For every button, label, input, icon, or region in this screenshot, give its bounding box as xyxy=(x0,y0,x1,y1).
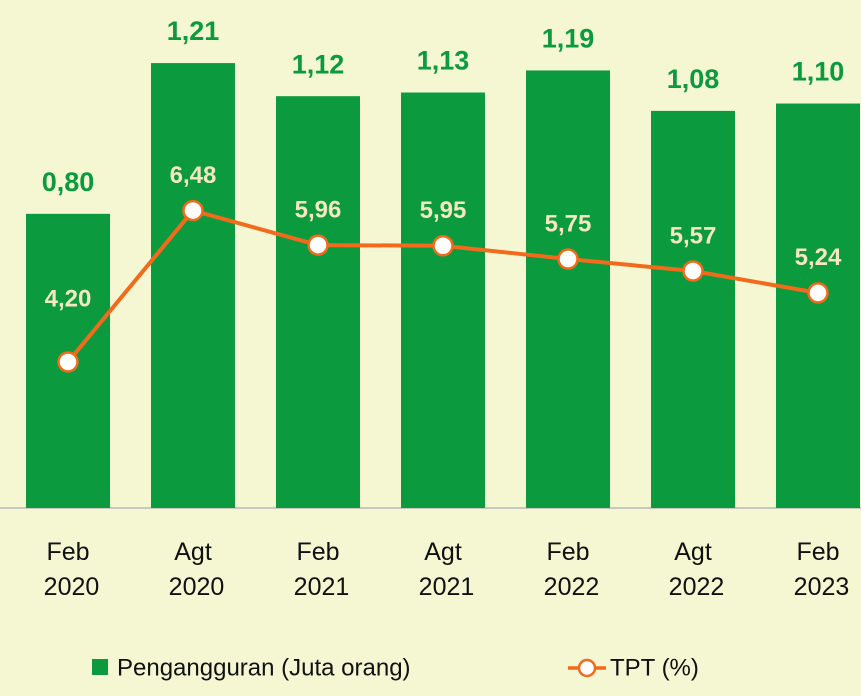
line-value-label: 5,96 xyxy=(295,196,342,223)
line-value-label: 5,95 xyxy=(420,197,467,224)
legend-marker xyxy=(577,658,597,678)
line-point xyxy=(682,260,704,282)
bar-value-label: 1,08 xyxy=(667,64,720,94)
bar-value-label: 1,10 xyxy=(792,57,845,87)
x-tick-label: Agt 2020 xyxy=(162,538,225,601)
line-point xyxy=(57,351,79,373)
x-tick-label: Feb 2023 xyxy=(787,538,850,601)
line-value-label: 5,57 xyxy=(670,222,717,249)
x-tick-label: Feb 2020 xyxy=(37,538,100,601)
line-point xyxy=(182,199,204,222)
bar xyxy=(651,110,735,509)
bar-value-label: 0,80 xyxy=(42,167,95,197)
bar xyxy=(776,103,860,509)
bar xyxy=(401,92,485,508)
line-point xyxy=(807,282,829,304)
bar-value-label: 1,12 xyxy=(292,49,345,79)
line-value-label: 4,20 xyxy=(45,285,92,312)
legend-label: Pengangguran (Juta orang) xyxy=(117,654,411,681)
x-tick-label: Feb 2022 xyxy=(537,538,600,601)
legend-label: TPT (%) xyxy=(610,654,699,681)
bar-value-label: 1,13 xyxy=(417,46,470,76)
bar-value-label: 1,19 xyxy=(542,24,595,54)
line-value-label: 6,48 xyxy=(170,162,217,189)
line-point xyxy=(307,234,329,256)
line-point xyxy=(557,248,579,270)
line-point xyxy=(432,235,454,257)
line-value-label: 5,75 xyxy=(545,210,592,237)
line-value-label: 5,24 xyxy=(795,244,842,271)
bar xyxy=(526,70,610,508)
bar xyxy=(151,63,235,508)
bar xyxy=(276,96,360,508)
legend-swatch xyxy=(92,659,108,675)
x-tick-label: Agt 2022 xyxy=(662,538,725,601)
bar-value-label: 1,21 xyxy=(167,16,220,46)
x-tick-label: Feb 2021 xyxy=(287,538,350,601)
x-tick-label: Agt 2021 xyxy=(412,538,475,601)
